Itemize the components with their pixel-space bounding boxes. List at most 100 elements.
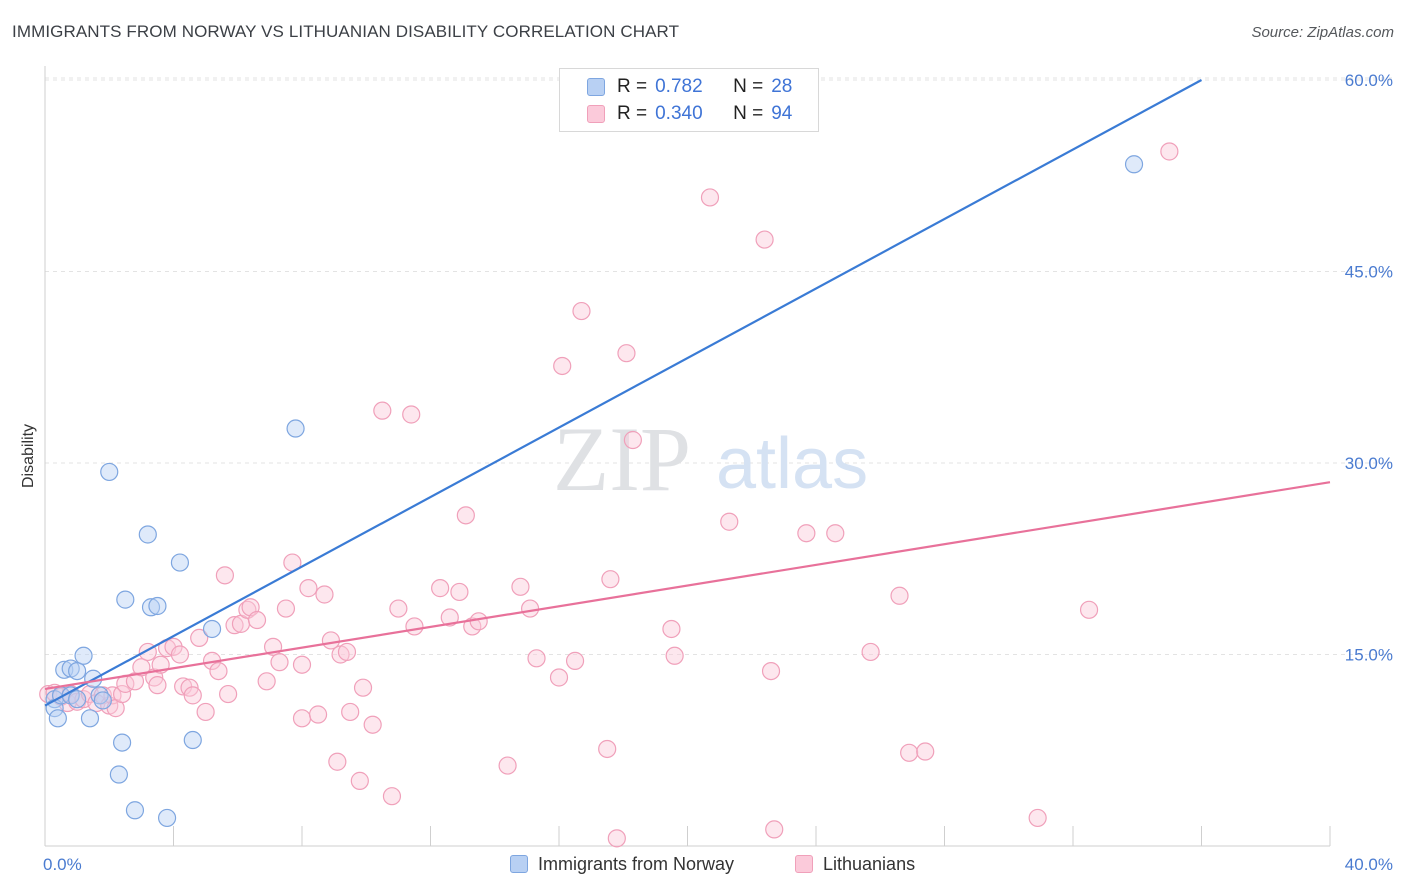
norway-point — [138, 525, 157, 544]
lithuanians-point — [215, 566, 234, 585]
lithuanians-point — [402, 405, 421, 424]
lithuanians-point — [1160, 142, 1179, 161]
legend-r-value: 0.782 — [655, 76, 703, 97]
legend-n-label: N = — [733, 103, 764, 124]
lithuanians-point — [797, 524, 816, 543]
lithuanians-point — [498, 756, 517, 775]
legend-swatch-pink — [587, 105, 605, 123]
lithuanians-point — [270, 653, 289, 672]
lithuanians-point — [337, 642, 357, 662]
lithuanians-point — [511, 577, 530, 596]
lithuanians-point — [292, 709, 312, 728]
lithuanians-point — [665, 646, 684, 665]
lithuanians-point — [700, 188, 720, 207]
lithuanians-point — [148, 676, 167, 695]
legend-row-norway: R = 0.782 N = 28 — [560, 74, 792, 100]
lithuanians-point — [170, 645, 190, 664]
legend-n-label: N = — [733, 76, 764, 97]
norway-point — [90, 686, 109, 705]
lithuanians-point — [431, 579, 450, 598]
lithuanians-point — [826, 524, 845, 543]
norway-point — [157, 808, 177, 828]
lithuanians-point — [308, 705, 328, 724]
lithuanians-point — [601, 570, 620, 589]
norway-point — [125, 801, 145, 820]
lithuanians-point — [196, 702, 215, 722]
lithuanians-point — [553, 356, 572, 376]
lithuanians-point — [890, 586, 909, 605]
norway-point — [68, 661, 87, 681]
norway-point — [170, 553, 190, 572]
bottom-legend-lithuanians: Lithuanians — [795, 852, 915, 876]
source-label: Source: ZipAtlas.com — [1251, 24, 1394, 41]
correlation-legend: R = 0.782 N = 28 R = 0.340 N = 94 — [559, 68, 819, 132]
legend-n-value: 94 — [771, 103, 793, 124]
lithuanians-point — [623, 430, 642, 450]
lithuanians-point — [132, 658, 151, 677]
bottom-legend-swatch-pink — [795, 855, 813, 873]
bottom-legend-label-lithuanians: Lithuanians — [823, 853, 916, 874]
lithuanians-point — [765, 820, 784, 839]
lithuanians-point — [916, 742, 935, 761]
bottom-legend-norway: Immigrants from Norway — [510, 852, 734, 876]
norway-trend-line — [44, 79, 1203, 707]
legend-r-value: 0.340 — [655, 103, 703, 124]
lithuanians-point — [761, 661, 781, 681]
lithuanians-point — [520, 599, 540, 618]
norway-point — [74, 646, 93, 665]
norway-point — [80, 709, 100, 728]
lithuanians-point — [598, 739, 617, 759]
norway-point — [109, 765, 128, 784]
y-tick-label: 45.0% — [1345, 263, 1393, 282]
lithuanians-point — [662, 619, 681, 639]
norway-point — [202, 619, 222, 639]
trend-lines — [44, 79, 1331, 707]
legend-r-label: R = — [617, 103, 648, 124]
lithuanians-point — [315, 585, 334, 604]
norway-point — [68, 690, 87, 709]
chart-title: IMMIGRANTS FROM NORWAY VS LITHUANIAN DIS… — [12, 22, 680, 41]
norway-point — [112, 733, 132, 752]
legend-r-label: R = — [617, 76, 648, 97]
lithuanians-point — [405, 617, 424, 636]
lithuanians-point — [183, 686, 202, 705]
lithuanians-point — [257, 672, 276, 691]
norway-point — [141, 598, 161, 617]
y-tick-label: 30.0% — [1345, 454, 1393, 473]
lithuanians-point — [219, 684, 238, 704]
lithuanians-point — [450, 582, 469, 602]
lithuanians-point — [373, 401, 392, 420]
lithuanians-point — [353, 678, 373, 697]
bottom-legend-swatch-blue — [510, 855, 528, 873]
lithuanians-point — [861, 642, 880, 662]
tick-labels: 15.0% 30.0% 45.0% 60.0% 0.0% 40.0% — [43, 71, 1393, 874]
lithuanians-point — [572, 301, 591, 321]
y-axis-label: Disability — [20, 424, 37, 488]
lithuanians-point — [1079, 600, 1099, 619]
x-tick-label: 40.0% — [1345, 855, 1393, 874]
lithuanians-point — [755, 230, 774, 249]
lithuanians-point — [112, 684, 132, 704]
lithuanians-point — [1028, 808, 1047, 828]
lithuanians-point — [389, 599, 408, 618]
lithuanians-point — [299, 579, 318, 598]
norway-point — [286, 419, 305, 438]
lithuanians-point — [225, 616, 244, 635]
legend-row-lithuanians: R = 0.340 N = 94 — [560, 101, 792, 127]
norway-point — [1124, 155, 1144, 174]
lithuanians-point — [209, 661, 228, 681]
norway-point — [100, 462, 119, 482]
lithuanians-point — [607, 829, 626, 848]
lithuanians-point — [350, 771, 369, 790]
lithuanians-point — [247, 610, 267, 630]
lithuanians-point — [440, 608, 459, 627]
lithuanians-point — [617, 344, 636, 363]
y-tick-label: 60.0% — [1345, 71, 1393, 90]
lithuanians-point — [341, 702, 360, 722]
watermark-atlas: atlas — [716, 424, 868, 504]
legend-swatch-blue — [587, 78, 605, 96]
lithuanians-point — [363, 715, 382, 734]
lithuanians-point — [456, 506, 475, 525]
norway-point — [48, 709, 67, 728]
